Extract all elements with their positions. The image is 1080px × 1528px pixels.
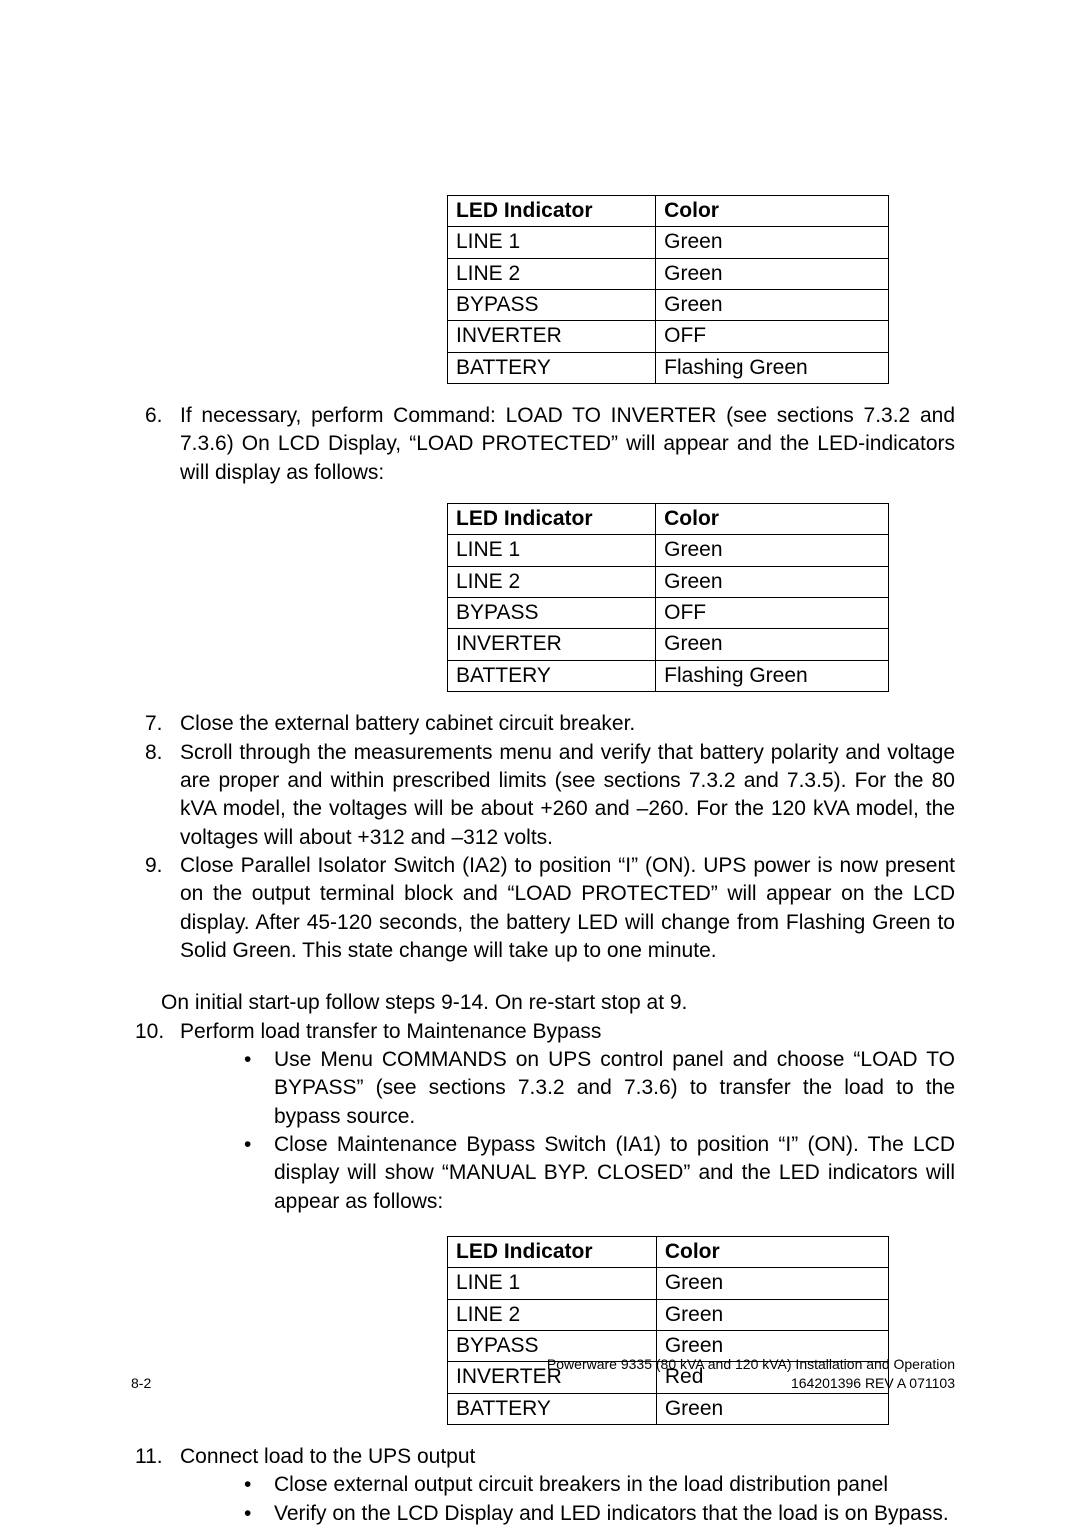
ordered-list: 6. If necessary, perform Command: LOAD T… (131, 402, 955, 487)
footer-rev: 164201396 REV A 071103 (547, 1374, 955, 1393)
table-row: LINE 2Green (448, 566, 889, 597)
cell: Green (656, 535, 889, 566)
list-text: Scroll through the measurements menu and… (180, 741, 955, 849)
led-table-1-wrap: LED Indicator Color LINE 1Green LINE 2Gr… (131, 195, 955, 384)
footer-right: Powerware 9335 (80 kVA and 120 kVA) Inst… (547, 1355, 955, 1393)
table-row: LINE 1Green (448, 227, 889, 258)
list-number: 7. (145, 710, 163, 738)
list-item-9: 9. Close Parallel Isolator Switch (IA2) … (131, 852, 955, 965)
cell: Green (656, 258, 889, 289)
list-number: 10. (135, 1018, 164, 1046)
table-header-indicator: LED Indicator (448, 1237, 657, 1268)
cell: Green (656, 1393, 888, 1424)
table-row: BATTERYGreen (448, 1393, 889, 1424)
list-number: 8. (145, 739, 163, 767)
cell: INVERTER (448, 321, 656, 352)
footer-page-number: 8-2 (131, 1374, 151, 1393)
table-row: LINE 1Green (448, 1268, 889, 1299)
bullet-item: Verify on the LCD Display and LED indica… (244, 1500, 955, 1528)
paragraph-startup-note: On initial start-up follow steps 9-14. O… (131, 989, 955, 1017)
bullet-list-10: Use Menu COMMANDS on UPS control panel a… (180, 1046, 955, 1216)
cell: INVERTER (448, 629, 656, 660)
cell: Green (656, 290, 889, 321)
cell: LINE 1 (448, 1268, 657, 1299)
cell: Green (656, 629, 889, 660)
table-row: INVERTEROFF (448, 321, 889, 352)
bullet-list-11: Close external output circuit breakers i… (180, 1471, 955, 1528)
led-table-3: LED Indicator Color LINE 1Green LINE 2Gr… (447, 1236, 889, 1425)
table-header-indicator: LED Indicator (448, 196, 656, 227)
led-table-2: LED Indicator Color LINE 1Green LINE 2Gr… (447, 503, 889, 692)
list-item-8: 8. Scroll through the measurements menu … (131, 739, 955, 852)
table-row: BATTERYFlashing Green (448, 660, 889, 691)
cell: LINE 1 (448, 227, 656, 258)
ordered-list-cont: 7. Close the external battery cabinet ci… (131, 710, 955, 965)
bullet-item: Close external output circuit breakers i… (244, 1471, 955, 1499)
cell: Green (656, 227, 889, 258)
list-text: Close Parallel Isolator Switch (IA2) to … (180, 854, 955, 962)
list-text: If necessary, perform Command: LOAD TO I… (180, 404, 955, 484)
table-header-indicator: LED Indicator (448, 504, 656, 535)
cell: Flashing Green (656, 660, 889, 691)
list-text: Close the external battery cabinet circu… (180, 712, 635, 735)
bullet-text: Verify on the LCD Display and LED indica… (274, 1502, 949, 1525)
list-number: 6. (145, 402, 163, 430)
bullet-item: Use Menu COMMANDS on UPS control panel a… (244, 1046, 955, 1131)
led-table-2-wrap: LED Indicator Color LINE 1Green LINE 2Gr… (131, 503, 955, 692)
bullet-text: Close Maintenance Bypass Switch (IA1) to… (274, 1133, 955, 1213)
list-item-11: 11. Connect load to the UPS output Close… (131, 1443, 955, 1528)
list-item-7: 7. Close the external battery cabinet ci… (131, 710, 955, 738)
table-header-color: Color (656, 1237, 888, 1268)
list-number: 9. (145, 852, 163, 880)
footer-title: Powerware 9335 (80 kVA and 120 kVA) Inst… (547, 1355, 955, 1374)
list-item-6: 6. If necessary, perform Command: LOAD T… (131, 402, 955, 487)
table-header-color: Color (656, 196, 889, 227)
bullet-text: Use Menu COMMANDS on UPS control panel a… (274, 1048, 955, 1128)
table-row: BYPASSGreen (448, 290, 889, 321)
ordered-list-11: 11. Connect load to the UPS output Close… (131, 1443, 955, 1528)
cell: BATTERY (448, 660, 656, 691)
cell: BYPASS (448, 598, 656, 629)
cell: OFF (656, 598, 889, 629)
table-header-color: Color (656, 504, 889, 535)
cell: BATTERY (448, 1393, 657, 1424)
led-table-1: LED Indicator Color LINE 1Green LINE 2Gr… (447, 195, 889, 384)
table-row: LINE 2Green (448, 258, 889, 289)
table-row: LINE 2Green (448, 1299, 889, 1330)
document-page: LED Indicator Color LINE 1Green LINE 2Gr… (0, 0, 1080, 1528)
cell: Flashing Green (656, 352, 889, 383)
cell: LINE 2 (448, 566, 656, 597)
cell: LINE 2 (448, 1299, 657, 1330)
cell: LINE 2 (448, 258, 656, 289)
bullet-text: Close external output circuit breakers i… (274, 1473, 888, 1496)
cell: BYPASS (448, 290, 656, 321)
cell: Green (656, 566, 889, 597)
cell: OFF (656, 321, 889, 352)
bullet-item: Close Maintenance Bypass Switch (IA1) to… (244, 1131, 955, 1216)
list-item-10: 10. Perform load transfer to Maintenance… (131, 1018, 955, 1216)
list-number: 11. (135, 1443, 163, 1471)
list-text: Connect load to the UPS output (180, 1445, 475, 1468)
cell: Green (656, 1299, 888, 1330)
cell: Green (656, 1268, 888, 1299)
list-text: Perform load transfer to Maintenance Byp… (180, 1020, 601, 1043)
table-row: INVERTERGreen (448, 629, 889, 660)
ordered-list-10: 10. Perform load transfer to Maintenance… (131, 1018, 955, 1216)
table-row: BATTERYFlashing Green (448, 352, 889, 383)
table-row: LINE 1Green (448, 535, 889, 566)
cell: BATTERY (448, 352, 656, 383)
table-row: BYPASSOFF (448, 598, 889, 629)
led-table-3-wrap: LED Indicator Color LINE 1Green LINE 2Gr… (131, 1236, 955, 1425)
cell: LINE 1 (448, 535, 656, 566)
